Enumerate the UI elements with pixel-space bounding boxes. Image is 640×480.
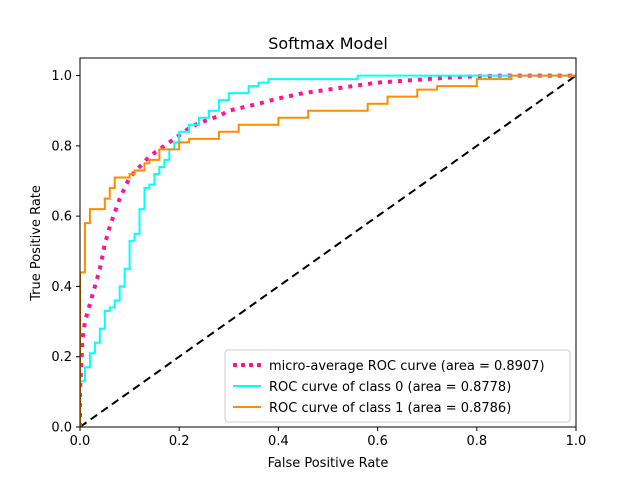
axes-frame (79, 57, 577, 428)
legend-label: ROC curve of class 1 (area = 0.8786) (269, 401, 511, 416)
y-tick-label: 1.0 (51, 69, 72, 84)
x-tick-label: 0.6 (367, 434, 388, 449)
legend-label: micro-average ROC curve (area = 0.8907) (269, 359, 545, 374)
y-tick-label: 0.2 (51, 350, 72, 365)
y-tick-label: 0.8 (51, 139, 72, 154)
x-tick-label: 1.0 (566, 434, 587, 449)
y-tick-label: 0.0 (51, 421, 72, 436)
chart-title: Softmax Model (268, 34, 388, 53)
y-axis-label: True Positive Rate (29, 185, 44, 302)
x-tick-label: 0.0 (70, 434, 91, 449)
series-line-1 (80, 74, 576, 427)
legend: micro-average ROC curve (area = 0.8907) R… (224, 349, 571, 423)
x-tick-label: 0.8 (466, 434, 487, 449)
y-tick-label: 0.4 (51, 280, 72, 295)
x-tick-label: 0.4 (268, 434, 289, 449)
legend-label: ROC curve of class 0 (area = 0.8778) (269, 380, 511, 395)
chance-line (80, 74, 576, 427)
x-tick-label: 0.2 (169, 434, 190, 449)
series-line-2 (80, 74, 576, 427)
y-tick-label: 0.6 (51, 210, 72, 225)
x-axis-label: False Positive Rate (268, 456, 389, 471)
legend-box (224, 349, 571, 423)
